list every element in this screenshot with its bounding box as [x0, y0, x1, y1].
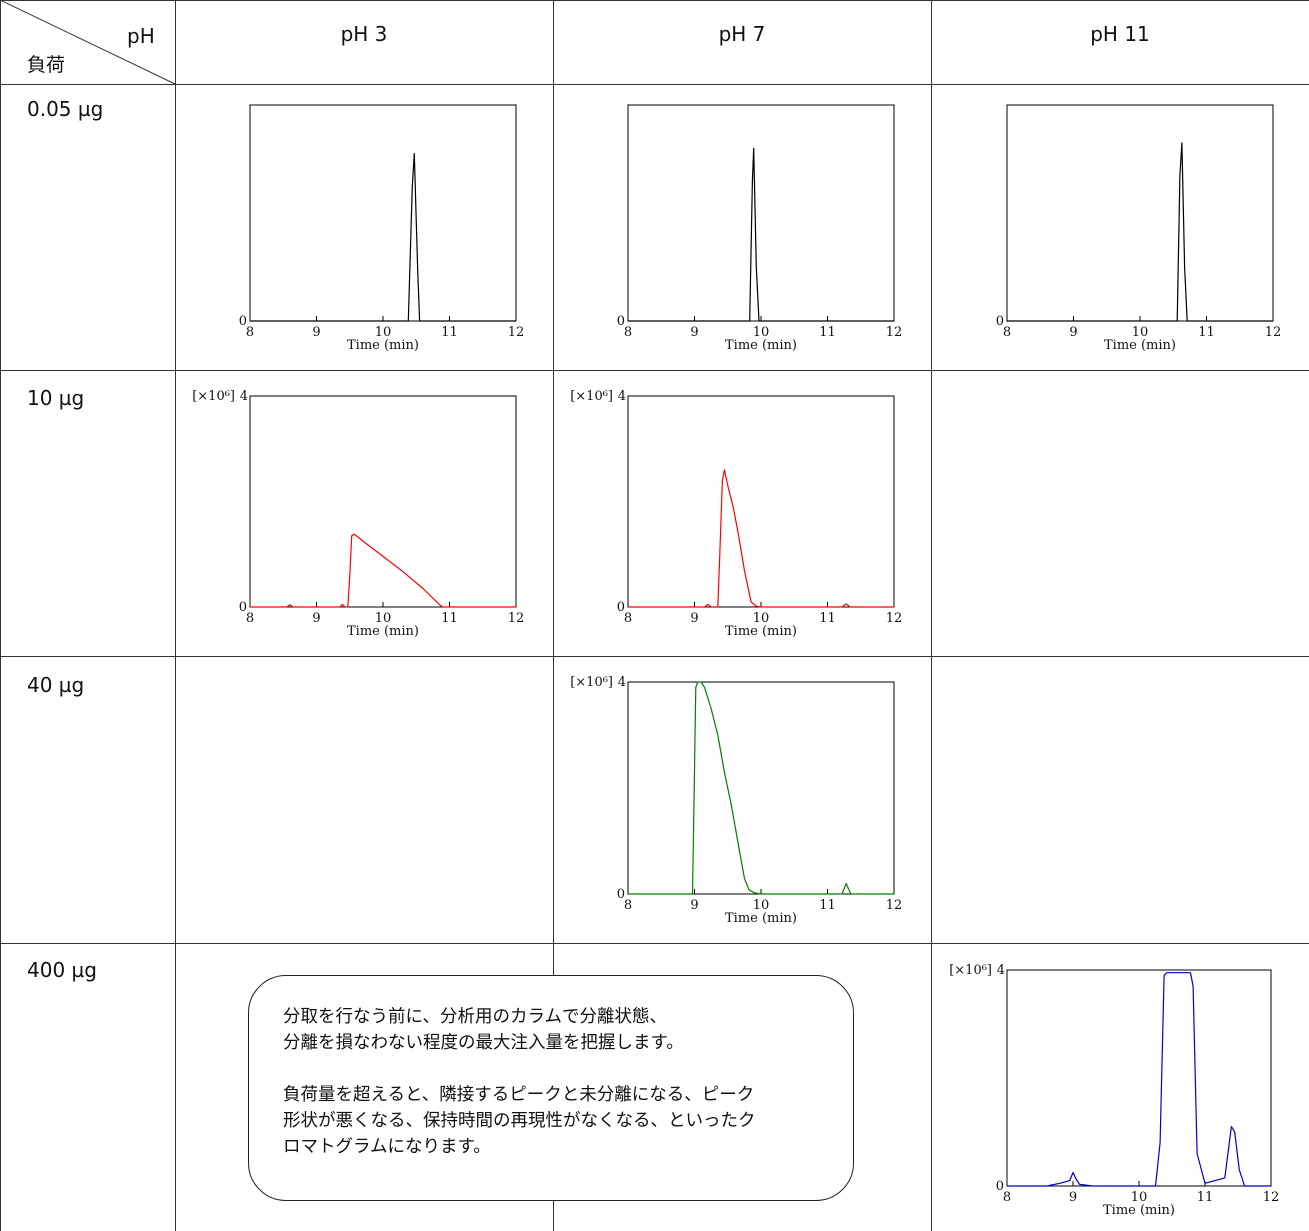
x-tick-label: 12 [1265, 325, 1282, 340]
x-tick-label: 11 [441, 325, 458, 340]
grid-col-line [175, 0, 176, 1231]
x-tick-label: 10 [753, 325, 770, 340]
y-tick-label: 4 [997, 963, 1005, 978]
chromatogram-trace [628, 147, 894, 322]
plot-frame [627, 395, 895, 608]
x-tick-label: 8 [246, 611, 254, 626]
x-tick-label: 9 [690, 898, 698, 913]
chart-40ug-ph7: 8 9 10 11 12 Time (min) 0 4 [×10⁶] [570, 675, 903, 926]
plot-frame [627, 104, 895, 322]
grid-row-line [0, 943, 1309, 944]
x-axis-label: Time (min) [725, 911, 797, 926]
plot-frame [1006, 969, 1272, 1187]
x-tick-label: 12 [508, 611, 525, 626]
x-tick-label: 8 [1003, 325, 1011, 340]
y-unit-label: [×10⁶] [570, 675, 613, 690]
y-tick-label: 0 [617, 600, 625, 615]
x-tick-label: 8 [1003, 1190, 1011, 1205]
note-paragraph-2: 負荷量を超えると、隣接するピークと未分離になる、ピーク 形状が悪くなる、保持時間… [283, 1085, 756, 1157]
chart-400ug-ph11: 8 9 10 11 12 Time (min) 0 4 [×10⁶] [949, 963, 1280, 1218]
chromatogram-trace [250, 533, 516, 608]
row-header-40ug: 40 µg [27, 673, 85, 697]
x-tick-label: 10 [1132, 325, 1149, 340]
grid-row-line [0, 656, 1309, 657]
x-axis-label: Time (min) [1104, 338, 1176, 353]
x-tick-label: 9 [1069, 1190, 1077, 1205]
y-tick-label: 4 [240, 389, 248, 404]
x-tick-label: 11 [819, 325, 836, 340]
x-tick-label: 8 [624, 611, 632, 626]
x-tick-label: 8 [624, 325, 632, 340]
x-tick-label: 8 [246, 325, 254, 340]
corner-diagonal [0, 0, 176, 85]
x-tick-label: 11 [1197, 1190, 1214, 1205]
grid-border-left [0, 0, 1, 1231]
chart-10ug-ph7: 8 9 10 11 12 Time (min) 0 4 [×10⁶] [570, 389, 903, 639]
row-header-400ug: 400 µg [27, 958, 97, 982]
y-unit-label: [×10⁶] [570, 389, 613, 404]
x-axis-label: Time (min) [725, 624, 797, 639]
x-tick-label: 12 [886, 898, 903, 913]
grid-col-line [931, 0, 932, 1231]
x-tick-label: 9 [312, 325, 320, 340]
x-axis-label: Time (min) [347, 624, 419, 639]
x-tick-label: 9 [690, 325, 698, 340]
note-paragraph-1: 分取を行なう前に、分析用のカラムで分離状態、 分離を損なわない程度の最大注入量を… [283, 1007, 684, 1053]
chromatogram-trace [628, 681, 894, 895]
chromatogram-trace [1007, 972, 1271, 1187]
grid-border-top [0, 0, 1309, 1]
x-tick-label: 11 [441, 611, 458, 626]
callout-note: 分取を行なう前に、分析用のカラムで分離状態、 分離を損なわない程度の最大注入量を… [248, 975, 854, 1201]
x-axis-label: Time (min) [347, 338, 419, 353]
x-tick-label: 12 [886, 611, 903, 626]
x-tick-label: 9 [690, 611, 698, 626]
x-tick-label: 10 [1131, 1190, 1148, 1205]
x-tick-label: 10 [753, 611, 770, 626]
y-tick-label: 0 [617, 887, 625, 902]
chart-10ug-ph3: 8 9 10 11 12 Time (min) 0 4 [×10⁶] [192, 389, 525, 639]
x-tick-label: 11 [1198, 325, 1215, 340]
y-tick-label: 0 [996, 1179, 1004, 1194]
x-tick-label: 12 [886, 325, 903, 340]
grid-col-line [553, 0, 554, 1231]
chromatogram-trace [250, 152, 516, 322]
row-header-0-05ug: 0.05 µg [27, 97, 104, 121]
x-tick-label: 10 [753, 898, 770, 913]
x-axis-label: Time (min) [725, 338, 797, 353]
plot-frame [1006, 104, 1274, 322]
y-tick-label: 0 [239, 314, 247, 329]
y-tick-label: 4 [618, 389, 626, 404]
row-header-10ug: 10 µg [27, 386, 85, 410]
x-tick-label: 10 [375, 325, 392, 340]
plot-frame [627, 681, 895, 895]
grid-row-line [0, 84, 1309, 85]
corner-label-ph: pH [127, 24, 155, 48]
plot-frame [249, 104, 517, 322]
chart-0-05ug-ph3: 8 9 10 11 12 Time (min) 0 [239, 104, 525, 353]
y-unit-label: [×10⁶] [192, 389, 235, 404]
x-tick-label: 12 [1263, 1190, 1280, 1205]
chromatogram-trace [628, 469, 894, 608]
y-tick-label: 0 [996, 314, 1004, 329]
corner-label-load: 負荷 [27, 54, 66, 76]
grid-row-line [0, 370, 1309, 371]
chart-0-05ug-ph11: 8 9 10 11 12 Time (min) 0 [996, 104, 1282, 353]
chart-0-05ug-ph7: 8 9 10 11 12 Time (min) 0 [617, 104, 903, 353]
y-tick-label: 4 [618, 675, 626, 690]
plot-frame [249, 395, 517, 608]
x-tick-label: 12 [508, 325, 525, 340]
x-tick-label: 9 [1069, 325, 1077, 340]
x-tick-label: 8 [624, 898, 632, 913]
x-tick-label: 9 [312, 611, 320, 626]
x-tick-label: 11 [819, 611, 836, 626]
x-axis-label: Time (min) [1103, 1203, 1175, 1218]
y-tick-label: 0 [239, 600, 247, 615]
x-tick-label: 11 [819, 898, 836, 913]
chromatogram-trace [1007, 142, 1273, 322]
x-tick-label: 10 [375, 611, 392, 626]
y-unit-label: [×10⁶] [949, 963, 992, 978]
y-tick-label: 0 [617, 314, 625, 329]
